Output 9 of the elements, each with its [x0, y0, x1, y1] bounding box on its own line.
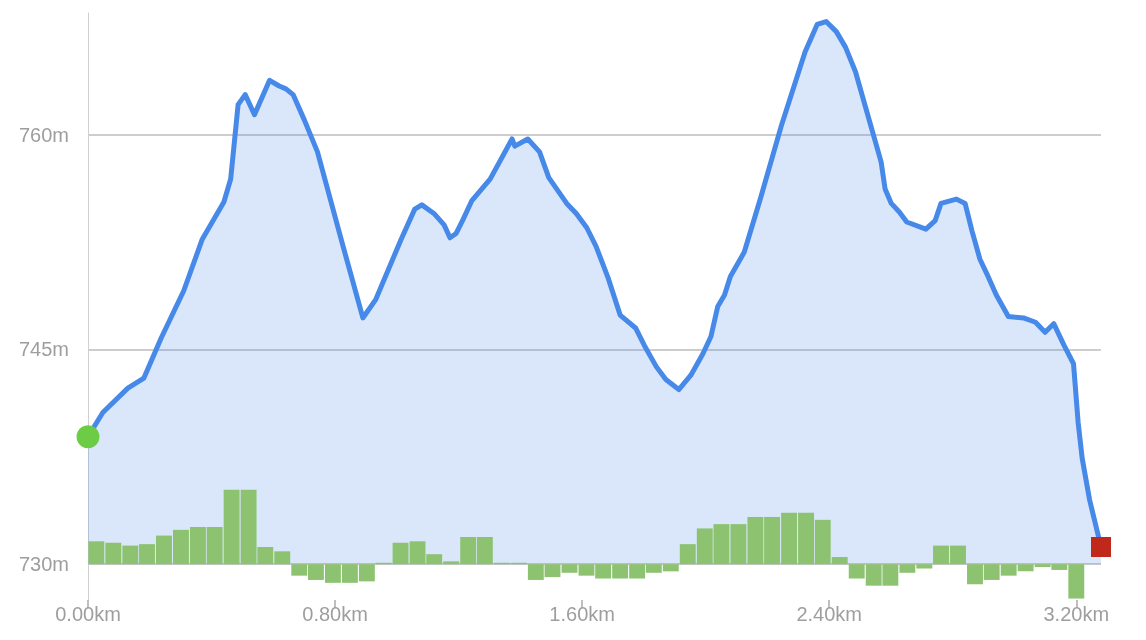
y-tick-label: 760m: [18, 123, 69, 146]
x-tick-label: 0.00km: [55, 603, 121, 625]
x-tick-label: 1.60km: [549, 603, 615, 625]
x-tick-label: 0.80km: [302, 603, 368, 625]
y-tick-label: 730m: [18, 553, 69, 576]
bar: [561, 564, 578, 573]
x-tick-label: 3.20km: [1043, 603, 1110, 625]
y-tick-label: 745m: [18, 338, 69, 361]
x-tick-label: 2.40km: [796, 603, 863, 625]
